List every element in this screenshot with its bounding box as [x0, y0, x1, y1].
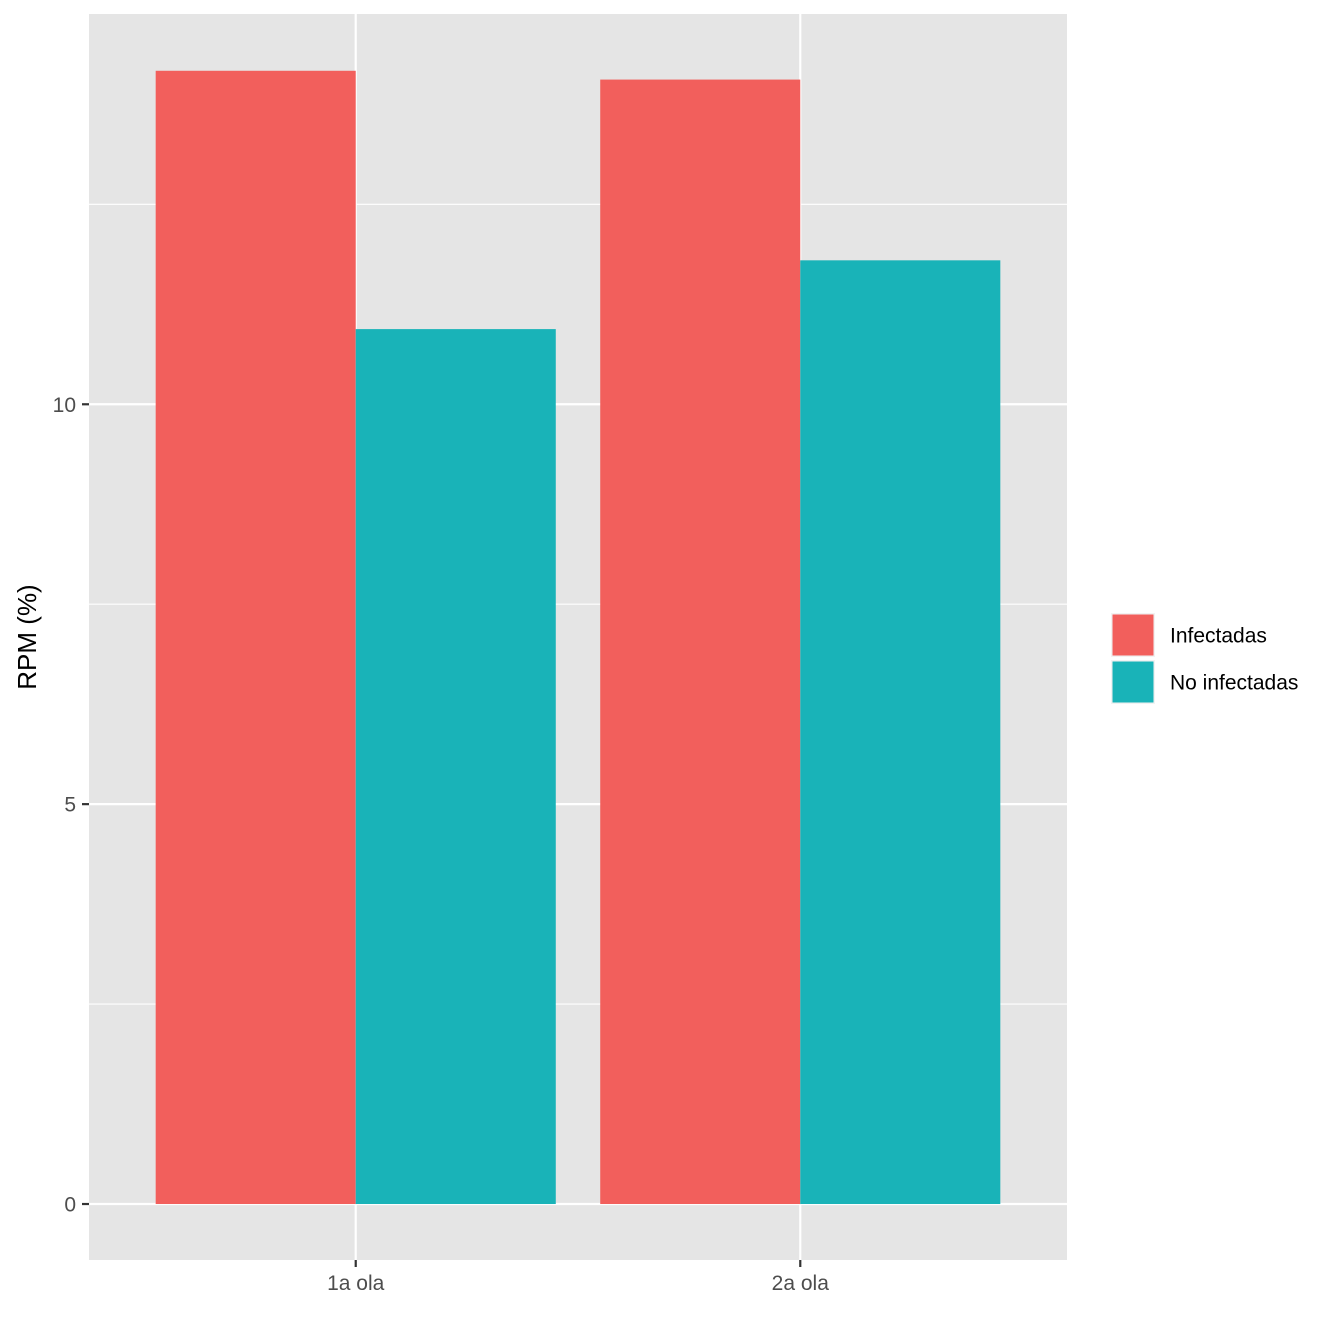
legend-key-infectadas: [1112, 614, 1154, 656]
bar-no-infectadas-1: [355, 329, 556, 1205]
legend-label: No infectadas: [1170, 672, 1298, 695]
bar-infectadas-2: [600, 79, 801, 1205]
bar-infectadas-1: [155, 70, 356, 1205]
bars: [155, 70, 1001, 1205]
y-axis-title: RPM (%): [12, 584, 42, 689]
x-tick-label: 1a ola: [327, 1272, 385, 1295]
x-tick-label: 2a ola: [772, 1272, 830, 1295]
y-tick-label: 0: [64, 1194, 76, 1217]
legend-label: Infectadas: [1170, 625, 1267, 648]
legend[interactable]: Infectadas No infectadas: [1111, 613, 1298, 704]
legend-key-no-infectadas: [1112, 661, 1154, 703]
axes: 0 5 10 1a ola 2a ola: [53, 394, 830, 1295]
y-tick-label: 5: [64, 794, 76, 817]
bar-no-infectadas-2: [800, 260, 1001, 1205]
y-tick-label: 10: [53, 394, 76, 417]
